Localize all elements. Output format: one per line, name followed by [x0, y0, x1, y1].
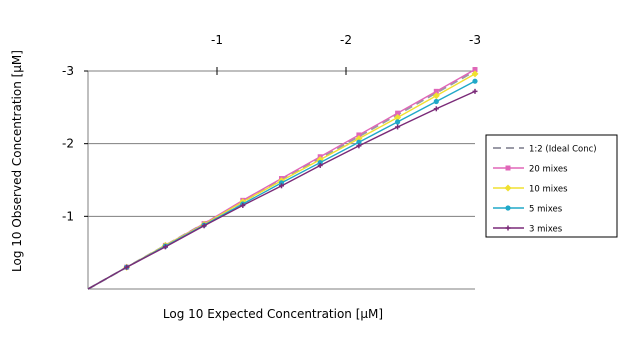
data-point	[472, 88, 478, 94]
data-point	[201, 223, 207, 229]
legend-item: 1:2 (Ideal Conc)	[493, 145, 597, 155]
data-point	[395, 124, 401, 130]
grid-lines	[88, 70, 475, 217]
data-point	[356, 139, 362, 145]
data-point	[395, 110, 401, 116]
legend-label: 10 mixes	[529, 185, 568, 195]
legend-label: 3 mixes	[529, 225, 563, 235]
data-point	[472, 78, 478, 84]
data-point	[395, 119, 401, 125]
data-point	[432, 92, 440, 100]
x-tick-label: -3	[469, 33, 481, 47]
data-point	[471, 70, 479, 78]
x-axis-label: Log 10 Expected Concentration [µM]	[163, 307, 383, 321]
data-point	[433, 98, 439, 105]
legend-label: 1:2 (Ideal Conc)	[529, 145, 597, 155]
data-point	[394, 114, 402, 122]
axes	[84, 67, 476, 290]
legend-item: 5 mixes	[493, 205, 563, 215]
y-tick-label: -3	[62, 64, 74, 78]
data-point	[433, 88, 439, 94]
legend-swatch-marker	[504, 184, 512, 192]
legend-item: 10 mixes	[493, 184, 568, 195]
data-point	[124, 264, 130, 270]
legend: 1:2 (Ideal Conc) 20 mixes 10 mixes 5 mixes 3…	[485, 134, 618, 238]
data-point	[433, 106, 439, 112]
x-tick-label: -1	[211, 33, 223, 47]
series-4	[87, 88, 478, 290]
data-point	[317, 159, 323, 166]
y-axis-label: Log 10 Observed Concentration [µM]	[10, 50, 24, 272]
y-tick-label: -2	[62, 137, 74, 151]
data-point	[356, 132, 362, 138]
data-point	[279, 183, 284, 189]
data-point	[278, 180, 285, 186]
legend-label: 5 mixes	[529, 205, 563, 215]
data-point	[240, 202, 246, 208]
series-lines	[87, 67, 479, 290]
tick-labels: -1 -2 -3 -1 -2 -3	[62, 33, 481, 223]
legend-label: 20 mixes	[529, 165, 568, 175]
data-point	[162, 244, 168, 250]
legend-swatch-marker	[505, 225, 511, 231]
legend-item: 3 mixes	[493, 225, 563, 235]
y-tick-label: -1	[62, 209, 74, 223]
data-point	[356, 143, 362, 149]
legend-item: 20 mixes	[493, 165, 568, 175]
legend-swatch-marker	[505, 165, 511, 171]
x-tick-label: -2	[340, 33, 352, 47]
data-point	[317, 162, 323, 168]
data-point	[472, 67, 478, 73]
legend-swatch-marker	[505, 205, 511, 211]
